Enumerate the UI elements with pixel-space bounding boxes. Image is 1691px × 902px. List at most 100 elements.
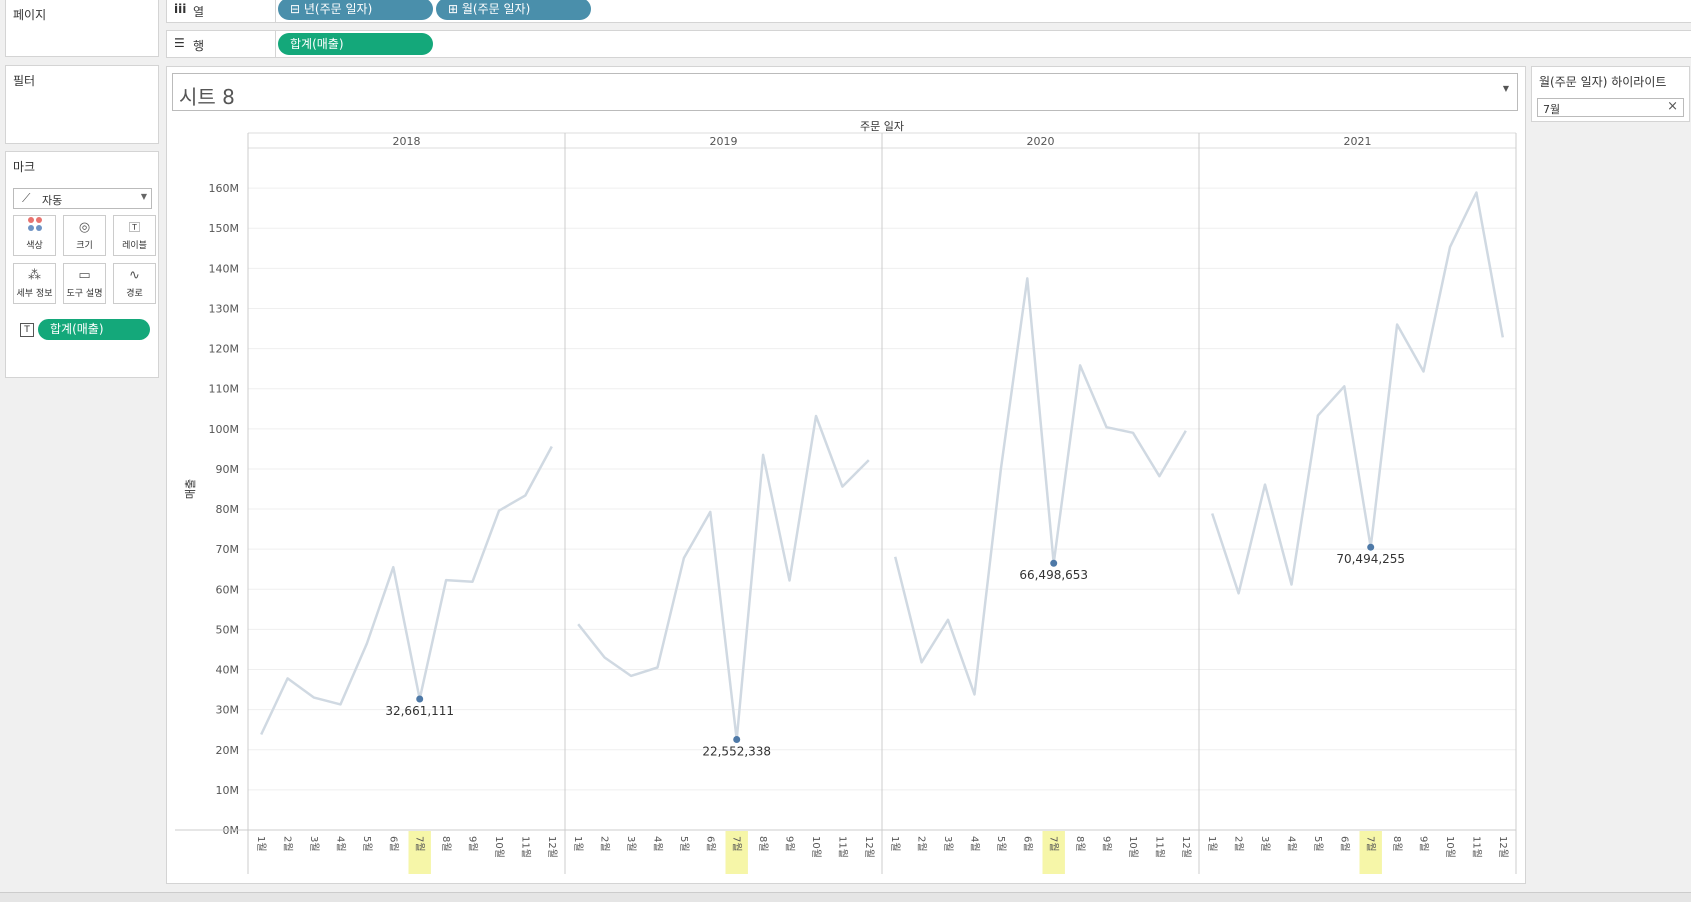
x-tick-label: 5월 [361, 836, 373, 852]
year-header: 2020 [1027, 135, 1055, 148]
year-column-pill[interactable]: ⊟ 년(주문 일자) [278, 0, 433, 20]
x-tick-label: 5월 [678, 836, 690, 852]
y-tick-label: 130M [209, 302, 240, 315]
series-line-2021 [1211, 191, 1505, 595]
y-tick-label: 160M [209, 182, 240, 195]
detail-label: 세부 정보 [16, 289, 53, 299]
x-tick-label: 9월 [467, 836, 479, 852]
rows-shelf-divider [275, 30, 276, 58]
sheet-title-box[interactable]: 시트 8 ▼ [172, 73, 1518, 111]
series-line-2020 [893, 277, 1187, 696]
x-tick-label: 10월 [810, 836, 822, 858]
x-tick-label: 1월 [255, 836, 267, 852]
size-icon: ◎ [78, 220, 91, 235]
x-tick-label: 12월 [1497, 836, 1509, 858]
marks-panel: 마크 ⟋ 자동 ▼ 색상 ◎ 크기 🅃 레이블 ⁂ 세부 정보 ▭ 도구 설명 … [5, 151, 159, 378]
columns-label: 열 [193, 5, 205, 19]
x-tick-label: 10월 [493, 836, 505, 858]
x-tick-label: 6월 [704, 836, 716, 852]
x-tick-label: 10월 [1127, 836, 1139, 858]
x-tick-label: 7월 [1365, 836, 1377, 852]
mark-field-pill[interactable]: 합계(매출) [38, 319, 150, 340]
highlighter-title: 월(주문 일자) 하이라이트 [1539, 75, 1667, 89]
label-button[interactable]: 🅃 레이블 [113, 215, 156, 256]
text-mark-icon: T [20, 323, 34, 337]
month-highlighter-card: 월(주문 일자) 하이라이트 7월 × [1531, 66, 1690, 122]
filters-title: 필터 [13, 74, 36, 88]
x-tick-label: 8월 [1391, 836, 1403, 852]
y-tick-label: 110M [209, 383, 240, 396]
tooltip-label: 도구 설명 [66, 289, 103, 299]
pages-title: 페이지 [13, 8, 47, 22]
pages-panel: 페이지 [5, 0, 159, 57]
x-tick-label: 7월 [731, 836, 743, 852]
sheet-title: 시트 8 [179, 85, 235, 109]
filters-panel[interactable]: 필터 [5, 65, 159, 144]
highlighter-value: 7월 [1543, 103, 1561, 116]
path-label: 경로 [126, 289, 143, 299]
path-button[interactable]: ∿ 경로 [113, 263, 156, 304]
x-tick-label: 2월 [1233, 836, 1245, 852]
x-tick-label: 3월 [308, 836, 320, 852]
x-tick-label: 3월 [942, 836, 954, 852]
x-tick-label: 1월 [889, 836, 901, 852]
series-line-2018 [260, 445, 553, 736]
speech-bubble-icon: ▭ [78, 268, 91, 283]
y-tick-label: 100M [209, 423, 240, 436]
x-tick-label: 8월 [1074, 836, 1086, 852]
sheet-tabs-bar[interactable] [0, 892, 1691, 902]
year-header: 2019 [710, 135, 738, 148]
x-tick-label: 11월 [1153, 836, 1165, 858]
text-label-icon: 🅃 [129, 221, 140, 234]
x-tick-label: 3월 [1259, 836, 1271, 852]
x-tick-label: 1월 [1206, 836, 1218, 852]
x-tick-label: 4월 [651, 836, 663, 852]
month-column-pill[interactable]: ⊞ 월(주문 일자) [436, 0, 591, 20]
x-tick-label: 4월 [1285, 836, 1297, 852]
color-label: 색상 [26, 241, 43, 251]
mark-type-dropdown[interactable]: ⟋ 자동 ▼ [13, 188, 152, 209]
x-tick-label: 2월 [599, 836, 611, 852]
highlight-band [1042, 831, 1065, 874]
y-tick-label: 60M [216, 583, 240, 596]
x-tick-label: 11월 [1470, 836, 1482, 858]
y-tick-label: 40M [216, 664, 240, 677]
rows-field-pill[interactable]: 합계(매출) [278, 33, 433, 55]
x-tick-label: 6월 [387, 836, 399, 852]
y-tick-label: 20M [216, 744, 240, 757]
y-tick-label: 10M [216, 784, 240, 797]
close-icon[interactable]: × [1667, 99, 1678, 114]
size-button[interactable]: ◎ 크기 [63, 215, 106, 256]
path-icon: ∿ [129, 268, 140, 283]
x-tick-label: 4월 [334, 836, 346, 852]
highlighter-input[interactable]: 7월 × [1537, 98, 1684, 117]
tooltip-button[interactable]: ▭ 도구 설명 [63, 263, 106, 304]
x-tick-label: 2월 [916, 836, 928, 852]
x-tick-label: 4월 [968, 836, 980, 852]
x-tick-label: 5월 [995, 836, 1007, 852]
x-tick-label: 3월 [625, 836, 637, 852]
y-tick-label: 90M [216, 463, 240, 476]
marks-title: 마크 [13, 160, 36, 174]
detail-button[interactable]: ⁂ 세부 정보 [13, 263, 56, 304]
chevron-down-icon[interactable]: ▼ [140, 192, 147, 201]
x-tick-label: 7월 [414, 836, 426, 852]
x-tick-label: 12월 [546, 836, 558, 858]
label-label: 레이블 [122, 241, 147, 251]
highlight-point-2019 [733, 736, 741, 744]
x-tick-label: 11월 [519, 836, 531, 858]
series-line-2019 [577, 414, 870, 741]
columns-icon: iii [174, 2, 187, 16]
x-tick-label: 9월 [1101, 836, 1113, 852]
hierarchy-icon: ⁂ [28, 268, 41, 283]
mark-type-value: 자동 [42, 194, 63, 207]
x-tick-label: 10월 [1444, 836, 1456, 858]
title-dropdown-icon[interactable]: ▼ [1502, 84, 1509, 93]
color-button[interactable]: 색상 [13, 215, 56, 256]
y-tick-label: 140M [209, 262, 240, 275]
x-tick-label: 7월 [1048, 836, 1060, 852]
highlight-band [1359, 831, 1382, 874]
x-tick-label: 8월 [757, 836, 769, 852]
x-tick-label: 6월 [1021, 836, 1033, 852]
x-tick-label: 8월 [440, 836, 452, 852]
